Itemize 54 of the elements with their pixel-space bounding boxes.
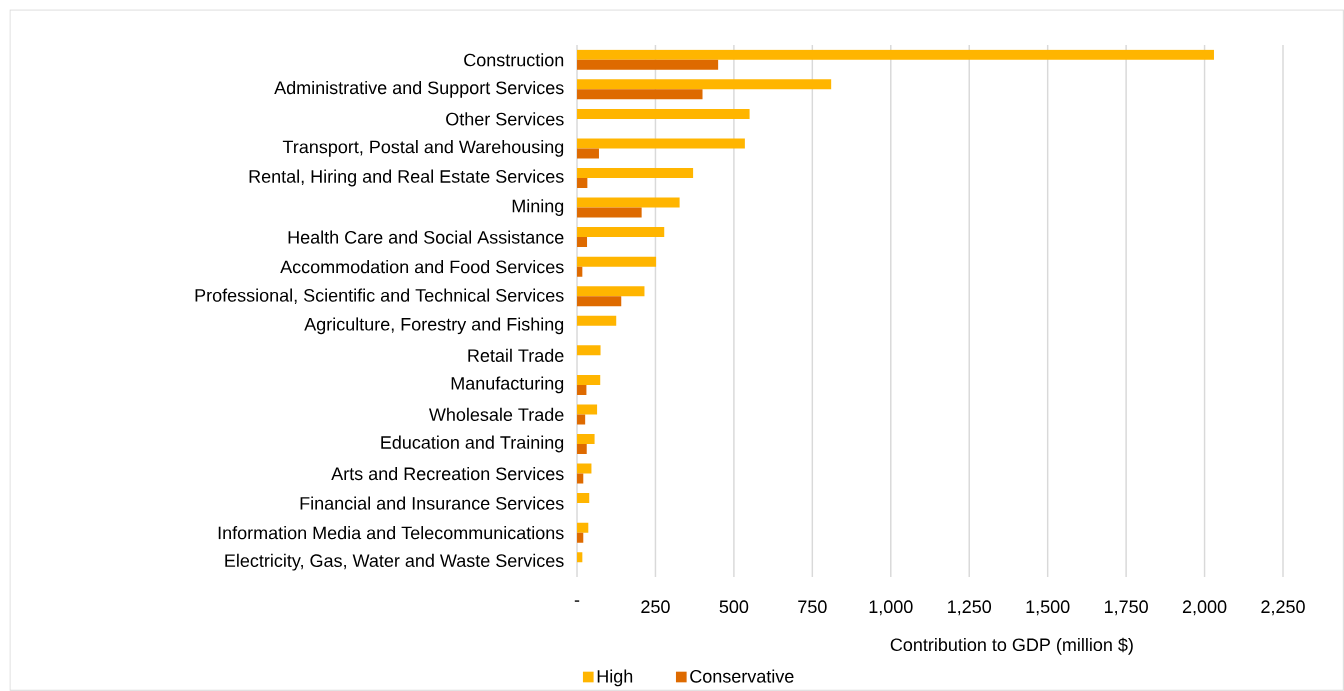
y-tick-label: Accommodation and Food Services: [280, 260, 564, 274]
x-tick-label: 250: [641, 600, 670, 614]
legend-label: Conservative: [690, 669, 794, 683]
bar: [577, 207, 642, 218]
x-tick-label: 2,000: [1182, 600, 1227, 616]
y-tick-label: Health Care and Social Assistance: [288, 230, 564, 244]
x-tick-label: 1,250: [948, 600, 992, 616]
bar: [577, 197, 680, 208]
y-tick-label: Wholesale Trade: [428, 407, 564, 422]
bar: [577, 434, 595, 444]
x-tick-label: 1,500: [1026, 600, 1070, 616]
y-tick-label: Manufacturing: [451, 376, 564, 394]
bar: [577, 167, 694, 178]
bar: [577, 296, 622, 307]
y-tick-label: Other Services: [446, 112, 564, 126]
x-tick-label: 2,250: [1261, 600, 1305, 616]
bar: [577, 374, 601, 385]
bar: [577, 138, 745, 149]
bar: [577, 256, 657, 267]
x-tick-label: 1,000: [869, 600, 913, 616]
y-tick-label: Construction: [464, 53, 564, 67]
y-tick-label: Mining: [512, 199, 564, 216]
y-tick-label: Rental, Hiring and Real Estate Services: [249, 169, 564, 187]
bar: [577, 463, 592, 474]
y-tick-label: Financial and Insurance Services: [300, 496, 564, 510]
bar: [577, 79, 832, 90]
bar: [577, 404, 598, 415]
y-tick-label: Arts and Recreation Services: [331, 466, 564, 481]
y-tick-label: Agriculture, Forestry and Fishing: [304, 317, 564, 335]
bar: [577, 345, 601, 356]
y-tick-label: Electricity, Gas, Water and Waste Services: [225, 553, 564, 571]
y-tick-label: Transport, Postal and Warehousing: [282, 140, 564, 157]
y-tick-label: Administrative and Support Services: [274, 80, 564, 98]
legend-label: High: [597, 669, 633, 687]
y-tick-label: Information Media and Telecommunications: [218, 526, 564, 540]
x-tick-label: -: [574, 600, 580, 602]
bar: [577, 89, 703, 100]
x-tick-label: 1,750: [1104, 600, 1148, 616]
bar: [577, 444, 587, 454]
x-tick-label: 500: [719, 600, 749, 614]
bar: [577, 148, 599, 159]
y-tick-label: Education and Training: [381, 435, 564, 453]
bar: [577, 108, 750, 119]
y-tick-label: Retail Trade: [468, 348, 564, 362]
bar: [577, 286, 645, 297]
bar: [577, 49, 1214, 60]
bar: [577, 237, 588, 248]
bar: [577, 227, 665, 238]
y-tick-label: Professional, Scientific and Technical Services: [195, 288, 564, 304]
x-axis-title: Contribution to GDP (million $): [890, 637, 1133, 655]
bar: [577, 59, 719, 70]
bar: [577, 493, 590, 504]
x-tick-label: 750: [798, 600, 827, 614]
bar: [577, 315, 617, 326]
